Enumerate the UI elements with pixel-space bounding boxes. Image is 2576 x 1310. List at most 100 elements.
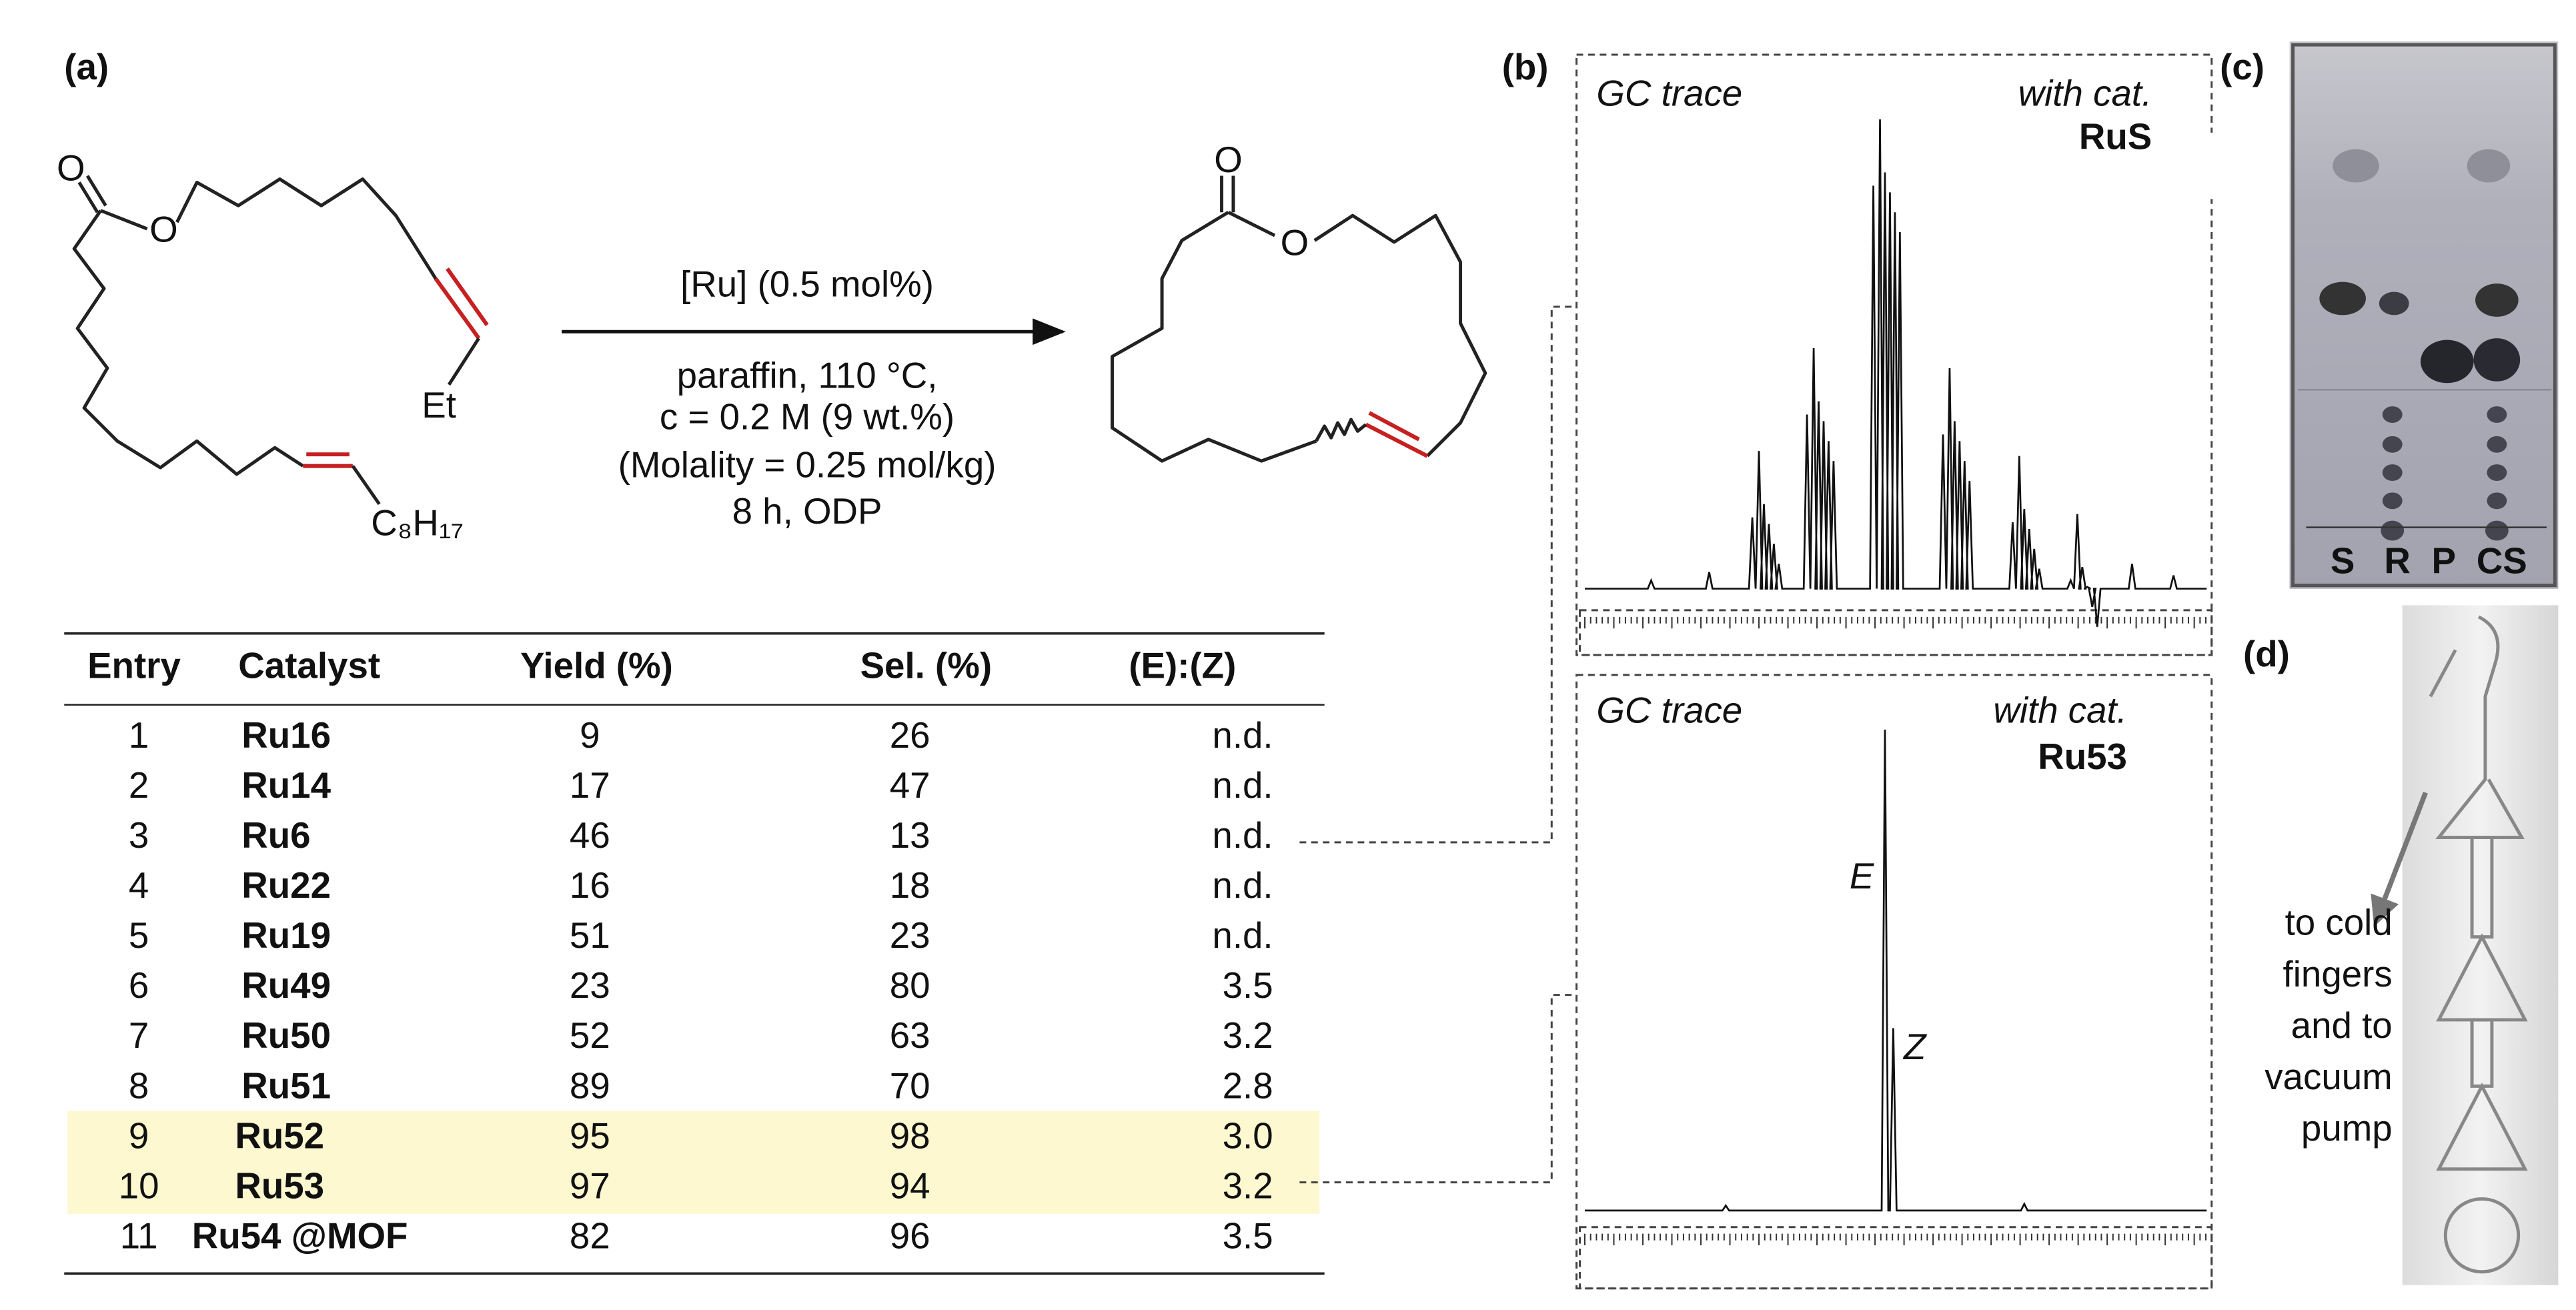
panel-label: (d)	[2243, 633, 2290, 674]
table-cell: 17	[570, 764, 610, 806]
table-cell: 10	[119, 1165, 159, 1206]
trace-catalyst: RuS	[2079, 115, 2152, 157]
caption-line: pump	[2301, 1107, 2393, 1149]
table-cell: 3.2	[1223, 1165, 1273, 1206]
panel-label: (c)	[2220, 46, 2265, 87]
trace-note: with cat.	[2018, 73, 2152, 114]
table-cell: 94	[890, 1165, 930, 1206]
table-cell: 70	[890, 1065, 930, 1106]
table-cell: 23	[890, 914, 930, 956]
tlc-plate	[2289, 41, 2559, 589]
table-cell: 52	[570, 1015, 610, 1056]
table-header: Entry	[87, 644, 181, 686]
panel-label: (b)	[1502, 46, 1549, 87]
panel-label: (a)	[64, 46, 109, 87]
table-cell: 95	[570, 1115, 610, 1156]
table-cell: Ru53	[235, 1165, 324, 1206]
table-cell: Ru52	[235, 1115, 324, 1156]
table-cell: 26	[890, 714, 930, 756]
trace-frame	[1575, 674, 2213, 1290]
table-cell: 23	[570, 964, 610, 1006]
table-cell: 3.0	[1223, 1115, 1273, 1156]
table-cell: Ru54 @MOF	[192, 1215, 408, 1257]
condition-line: c = 0.2 M (9 wt.%)	[660, 396, 954, 437]
table-cell: Ru16	[241, 714, 331, 756]
atom-label: O	[149, 209, 178, 250]
table-cell: 3	[129, 814, 149, 856]
condition-line: [Ru] (0.5 mol%)	[680, 263, 934, 305]
table-cell: Ru6	[241, 814, 310, 856]
trace-title: GC trace	[1596, 73, 1742, 114]
condition-line: (Molality = 0.25 mol/kg)	[618, 444, 997, 486]
table: Entry Catalyst Yield (%) Sel. (%) (E):(Z) 1 Ru…	[87, 644, 1273, 1256]
product: O O	[1110, 139, 1487, 463]
table-cell: Ru14	[241, 764, 331, 806]
lane-label: CS	[2477, 540, 2527, 582]
table-cell: 3.2	[1223, 1015, 1273, 1056]
table-cell: 2	[129, 764, 149, 806]
table-cell: 11	[120, 1215, 158, 1257]
table-cell: Ru50	[241, 1015, 331, 1056]
pointer-arrow	[2371, 792, 2428, 927]
caption-line: fingers	[2283, 953, 2393, 995]
table-cell: 7	[129, 1015, 149, 1056]
lane-labels: S R P CS	[2331, 540, 2527, 582]
trace-axis	[1579, 1226, 2213, 1290]
table-cell: 46	[570, 814, 610, 856]
table-cell: 82	[570, 1215, 610, 1257]
glassware-photo	[2402, 605, 2559, 1285]
table-cell: n.d.	[1212, 714, 1273, 756]
table-cell: n.d.	[1212, 764, 1273, 806]
table-cell: 9	[580, 714, 600, 756]
caption-line: vacuum	[2265, 1056, 2393, 1097]
table-header: Sel. (%)	[860, 644, 993, 686]
table-cell: 96	[890, 1215, 930, 1257]
frame-gap	[2198, 132, 2218, 199]
lane-label: P	[2432, 540, 2456, 582]
atom-label: O	[1281, 221, 1309, 263]
condition-line: paraffin, 110 °C,	[677, 354, 938, 396]
connector	[1299, 994, 1573, 1184]
table-cell: 89	[570, 1065, 610, 1106]
tick-marks	[1584, 616, 2207, 1246]
table-cell: Ru51	[241, 1065, 331, 1106]
table-cell: n.d.	[1212, 814, 1273, 856]
peak-label: E	[1850, 855, 1874, 896]
table-header: (E):(Z)	[1129, 644, 1236, 686]
table-cell: 97	[570, 1165, 610, 1206]
table-cell: 51	[570, 914, 610, 956]
trace-note: with cat.	[1993, 689, 2127, 730]
table-cell: 4	[129, 864, 149, 906]
atom-label: O	[1214, 139, 1243, 180]
table-cell: 9	[129, 1115, 149, 1156]
table-cell: 47	[890, 764, 930, 806]
table-cell: Ru22	[241, 864, 331, 906]
trace-axis	[1579, 609, 2213, 656]
table-cell: 13	[890, 814, 930, 856]
condition-line: 8 h, ODP	[732, 490, 882, 532]
substrate: O O Et C₈H₁₇	[57, 147, 489, 544]
conditions: [Ru] (0.5 mol%) paraffin, 110 °C,c = 0.2 …	[618, 263, 997, 532]
table-cell: 6	[129, 964, 149, 1006]
table-cell: 63	[890, 1015, 930, 1056]
trace-catalyst: Ru53	[2038, 736, 2127, 777]
lane-label: R	[2384, 540, 2411, 582]
table-cell: 98	[890, 1115, 930, 1156]
table-cell: Ru19	[241, 914, 331, 956]
caption-line: and to	[2291, 1005, 2393, 1046]
table-cell: n.d.	[1212, 864, 1273, 906]
peak-label: Z	[1902, 1026, 1927, 1067]
table-cell: 2.8	[1223, 1065, 1273, 1106]
caption-line: to cold	[2285, 902, 2393, 943]
table-header: Yield (%)	[520, 644, 673, 686]
lane-label: S	[2331, 540, 2355, 582]
highlight	[67, 1111, 1320, 1214]
gc-trace	[1585, 729, 2207, 1212]
table-cell: 5	[129, 914, 149, 956]
caption: to cold fingers and to vacuum pump	[2265, 902, 2393, 1149]
trace-title: GC trace	[1596, 689, 1742, 730]
axis-ticks	[1584, 616, 2207, 1246]
table-cell: Ru49	[241, 964, 331, 1006]
